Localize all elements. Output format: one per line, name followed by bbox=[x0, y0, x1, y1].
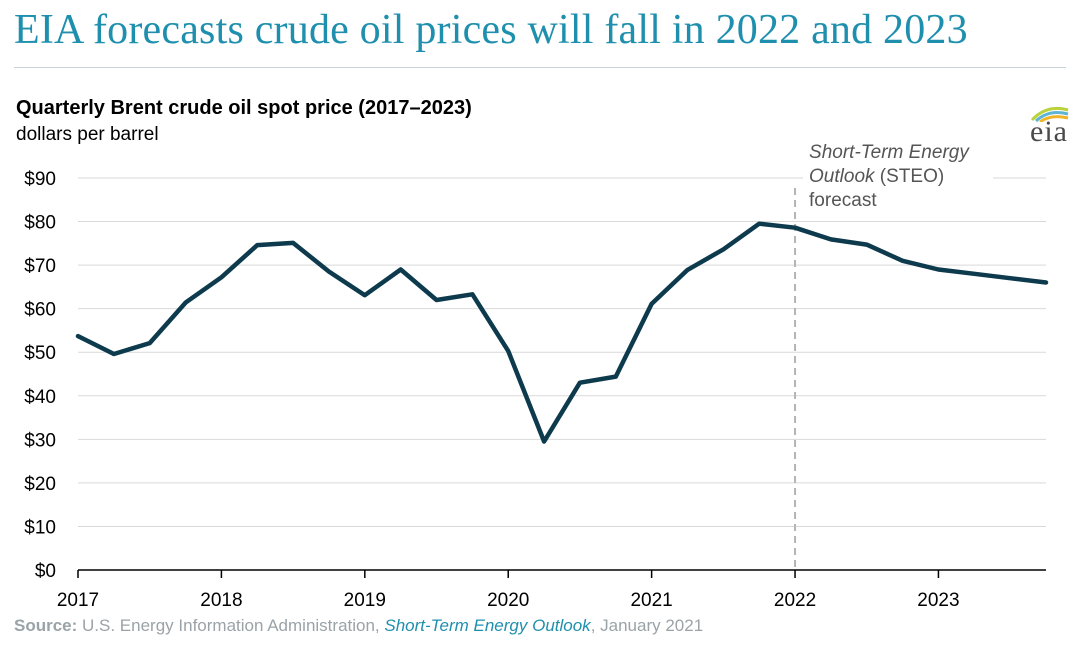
brent-price-line bbox=[75, 221, 1049, 444]
y-tick-label: $40 bbox=[24, 387, 56, 408]
x-tick-label: 2021 bbox=[630, 590, 672, 611]
y-tick-label: $20 bbox=[24, 474, 56, 495]
source-agency: U.S. Energy Information Administration, bbox=[77, 616, 385, 635]
forecast-marker: Short-Term Energy Outlook (STEO) forecast bbox=[794, 136, 994, 570]
eia-logo: eia bbox=[1020, 100, 1078, 150]
forecast-annotation-backing bbox=[803, 136, 994, 214]
x-tick-label: 2018 bbox=[200, 590, 242, 611]
source-publication-link[interactable]: Short-Term Energy Outlook bbox=[384, 616, 591, 635]
chart-title: Quarterly Brent crude oil spot price (20… bbox=[16, 97, 472, 119]
y-tick-label: $60 bbox=[24, 300, 56, 321]
y-tick-label: $50 bbox=[24, 343, 56, 364]
y-tick-label: $70 bbox=[24, 256, 56, 277]
forecast-annotation-line-3: forecast bbox=[809, 190, 877, 211]
forecast-annotation-italic: Outlook bbox=[809, 166, 876, 187]
source-date: , January 2021 bbox=[590, 616, 704, 635]
y-tick-label: $80 bbox=[24, 213, 56, 234]
headline-divider bbox=[14, 67, 1066, 68]
y-tick-label: $90 bbox=[24, 169, 56, 190]
x-tick-label: 2020 bbox=[487, 590, 529, 611]
chart-gridlines bbox=[78, 177, 1046, 527]
chart-units: dollars per barrel bbox=[16, 124, 159, 145]
y-tick-label: $10 bbox=[24, 517, 56, 538]
eia-logo-arcs-icon bbox=[1030, 106, 1069, 122]
x-tick-label: 2019 bbox=[344, 590, 386, 611]
x-tick-label: 2023 bbox=[917, 590, 959, 611]
forecast-annotation-line-1: Short-Term Energy bbox=[809, 142, 970, 163]
y-tick-label: $30 bbox=[24, 430, 56, 451]
x-tick-label: 2022 bbox=[774, 590, 816, 611]
chart-series bbox=[75, 221, 1049, 444]
source-label: Source: bbox=[14, 616, 78, 635]
chart-axes: $0 $10 $20 $30 $40 $50 $60 $70 $80 $90 2017 2018 201… bbox=[24, 169, 1046, 611]
y-tick-label: $0 bbox=[35, 561, 56, 582]
x-tick-label: 2017 bbox=[57, 590, 99, 611]
source-note: Source: U.S. Energy Information Administ… bbox=[14, 616, 703, 636]
forecast-annotation-suffix: (STEO) bbox=[875, 166, 945, 187]
forecast-annotation-line-2: Outlook (STEO) bbox=[809, 166, 944, 187]
headline: EIA forecasts crude oil prices will fall… bbox=[14, 7, 968, 53]
eia-logo-text: eia bbox=[1030, 115, 1068, 148]
